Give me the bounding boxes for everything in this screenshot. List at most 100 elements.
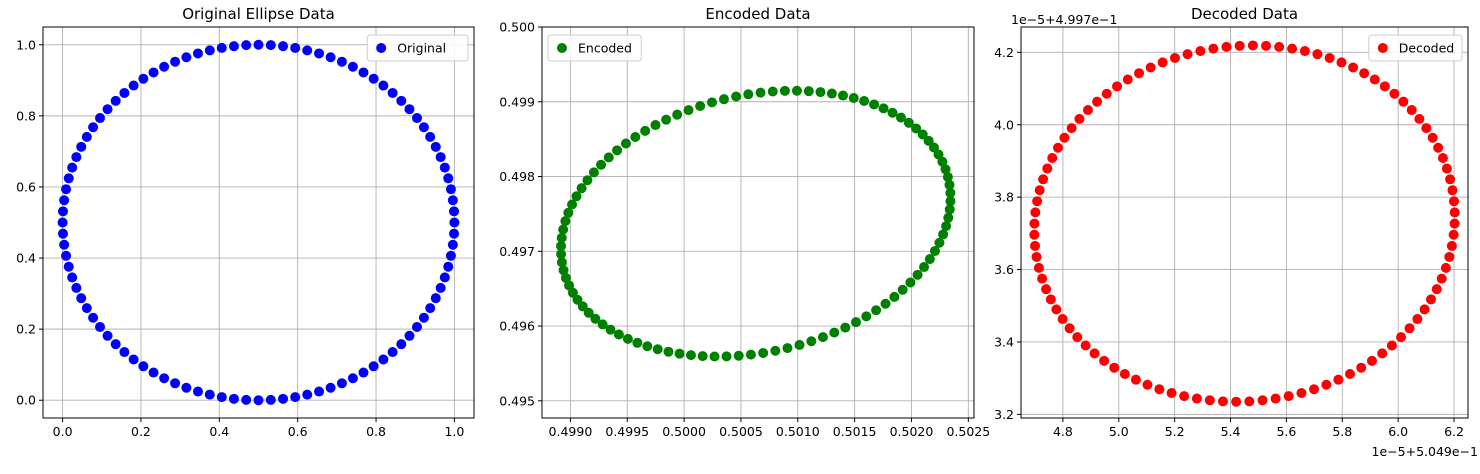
data-point	[102, 104, 113, 115]
data-point	[181, 52, 192, 63]
data-point	[938, 229, 949, 240]
data-point	[721, 351, 732, 362]
y-tick-label: 0.496	[499, 319, 535, 334]
data-point	[447, 195, 458, 206]
data-point	[661, 114, 672, 125]
axes-frame	[541, 26, 975, 419]
x-tick-label: 0.8	[366, 424, 386, 439]
data-point	[878, 103, 889, 114]
y-tick-label: 4.0	[994, 117, 1014, 132]
data-point	[779, 85, 790, 96]
data-point	[128, 354, 139, 365]
data-point	[558, 265, 569, 276]
data-point	[1257, 395, 1268, 406]
data-point	[241, 40, 252, 51]
data-point	[159, 373, 170, 384]
data-point	[944, 204, 955, 215]
data-point	[1321, 379, 1332, 390]
data-point	[1234, 40, 1245, 51]
data-point	[378, 354, 389, 365]
data-point	[889, 291, 900, 302]
data-point	[758, 347, 769, 358]
x-tick-label: 0.4995	[605, 424, 649, 439]
data-point	[943, 212, 954, 223]
data-point	[558, 224, 569, 235]
data-point	[613, 329, 624, 340]
x-tick-label: 5.6	[1276, 424, 1296, 439]
data-point	[1179, 391, 1190, 402]
y-tick-label: 0.6	[16, 179, 36, 194]
data-point	[794, 339, 805, 350]
data-point	[1369, 74, 1380, 85]
y-tick-label: 0.500	[499, 20, 535, 35]
data-point	[605, 324, 616, 335]
x-tick-label: 5.8	[1332, 424, 1352, 439]
data-point	[1344, 368, 1355, 379]
data-point	[1244, 396, 1255, 407]
data-point	[1082, 105, 1093, 116]
data-point	[216, 392, 227, 403]
data-point	[919, 262, 930, 273]
data-point	[1270, 393, 1281, 404]
data-point	[1051, 304, 1062, 315]
data-point	[941, 221, 952, 232]
data-point	[590, 313, 601, 324]
data-point	[685, 350, 696, 361]
data-point	[944, 179, 955, 190]
data-point	[582, 175, 593, 186]
data-point	[1134, 68, 1145, 79]
data-point	[567, 199, 578, 210]
chart-title: Encoded Data	[705, 5, 810, 23]
data-point	[228, 393, 239, 404]
data-point	[945, 196, 956, 207]
data-point	[1445, 174, 1456, 185]
y-tick-label: 0.8	[16, 108, 36, 123]
data-point	[439, 162, 450, 173]
data-point	[1030, 207, 1041, 218]
data-point	[905, 277, 916, 288]
data-point	[148, 67, 159, 78]
subplot-encoded: 0.4990 0.4995 0.5000 0.5005 0.5010 0.5015 0.50…	[499, 5, 990, 439]
data-point	[81, 131, 92, 142]
data-point	[733, 350, 744, 361]
y-tick-label: 3.6	[994, 262, 1014, 277]
data-point	[861, 311, 872, 322]
data-point	[71, 282, 82, 293]
x-tick-label: 0.4990	[549, 424, 593, 439]
y-tick-label: 0.2	[16, 322, 36, 337]
data-point	[577, 301, 588, 312]
data-point	[1436, 273, 1447, 284]
data-point	[57, 206, 68, 217]
legend-label: Encoded	[578, 41, 632, 56]
data-point	[76, 141, 87, 152]
data-point	[556, 257, 567, 268]
x-tick-label: 0.5005	[719, 424, 763, 439]
x-offset-text: 1e−5+5.049e−1	[1372, 444, 1478, 459]
legend-marker	[557, 43, 567, 53]
data-point	[181, 382, 192, 393]
data-point	[411, 113, 422, 124]
data-point	[556, 241, 567, 252]
data-point	[449, 206, 460, 217]
data-point	[942, 172, 953, 183]
legend-box	[547, 34, 642, 62]
data-point	[325, 382, 336, 393]
data-point	[1427, 132, 1438, 143]
data-point	[1142, 379, 1153, 390]
x-tick-label: 5.0	[1109, 424, 1129, 439]
x-tick-label: 5.4	[1221, 424, 1241, 439]
data-point	[1312, 49, 1323, 60]
x-tick-label: 0.0	[53, 424, 73, 439]
data-point	[1287, 43, 1298, 54]
data-point	[588, 167, 599, 178]
data-point	[1038, 174, 1049, 185]
data-point	[1080, 340, 1091, 351]
data-point	[903, 117, 914, 128]
data-point	[1404, 323, 1415, 334]
y-tick-label: 3.4	[994, 334, 1014, 349]
data-point	[912, 269, 923, 280]
x-tick-label: 0.5025	[946, 424, 990, 439]
data-point	[128, 80, 139, 91]
data-point	[336, 378, 347, 389]
